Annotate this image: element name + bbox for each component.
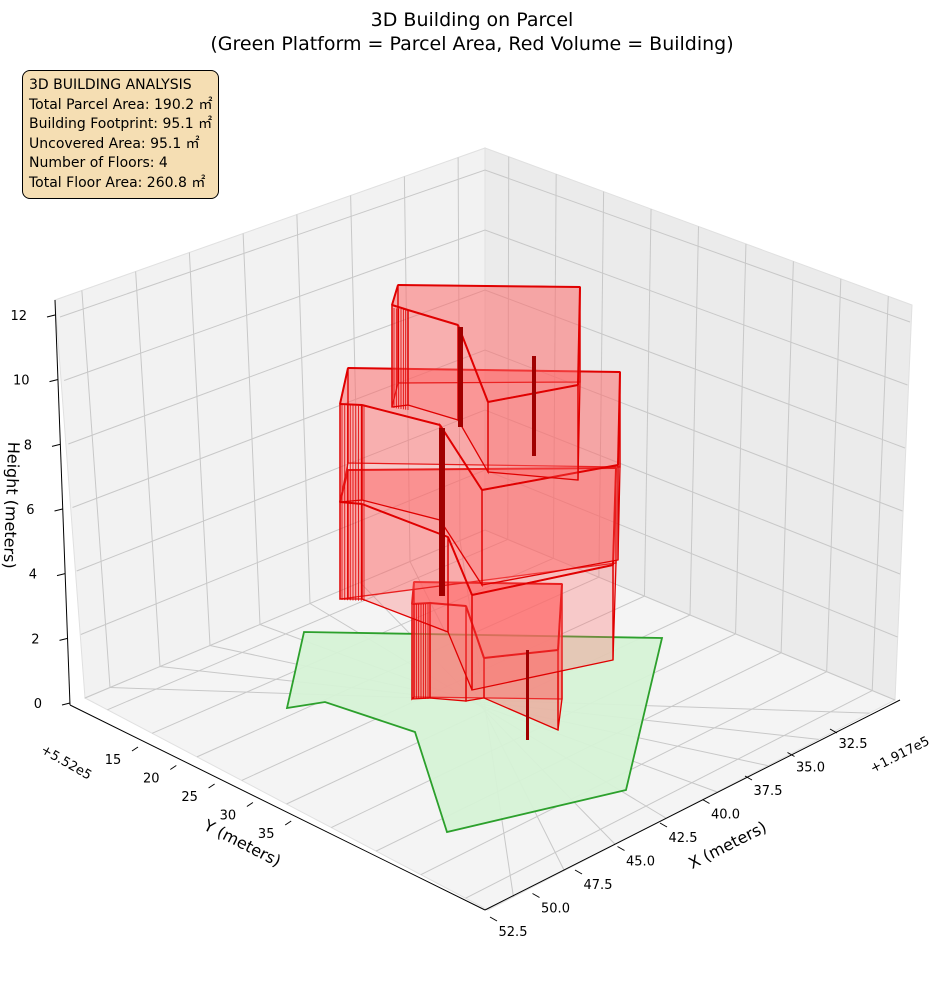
x-axis-offset: +1.917e5 — [868, 734, 932, 777]
y-tick-label: 15 — [105, 753, 122, 768]
z-tick-label: 2 — [31, 632, 39, 647]
z-tick-label: 4 — [29, 568, 37, 583]
building-edge — [411, 602, 431, 605]
z-tick-label: 0 — [34, 697, 42, 712]
building-volume — [339, 284, 621, 740]
building-edge — [483, 649, 559, 659]
x-tick-label: 45.0 — [626, 855, 655, 870]
parcel-platform — [285, 631, 664, 834]
info-total-parcel-area: Total Parcel Area: 190.2 ㎡ — [29, 96, 213, 113]
building-edge — [471, 564, 614, 596]
y-tick-label: 20 — [143, 772, 160, 787]
chart-title-line2: (Green Platform = Parcel Area, Red Volum… — [210, 33, 733, 55]
info-heading: 3D BUILDING ANALYSIS — [29, 77, 192, 93]
building-edge — [361, 404, 441, 426]
analysis-info-box: 3D BUILDING ANALYSIS Total Parcel Area: … — [22, 70, 219, 199]
y-tick-label: 25 — [181, 790, 198, 805]
z-tick-label: 12 — [10, 309, 27, 324]
z-tick-label: 10 — [13, 374, 30, 389]
x-tick-label: 40.0 — [711, 808, 740, 823]
z-axis-label: Height (meters) — [0, 441, 23, 569]
x-tick-label: 32.5 — [839, 737, 868, 752]
building-column — [532, 356, 536, 456]
y-tick-label: 30 — [220, 809, 237, 824]
building-edge — [391, 284, 399, 306]
building-edge — [347, 467, 617, 471]
building-edge — [397, 284, 581, 288]
x-tick-label: 47.5 — [584, 878, 613, 893]
x-tick-label: 37.5 — [754, 784, 783, 799]
axes-lines — [54, 299, 901, 911]
z-tick-label: 6 — [26, 503, 34, 518]
info-number-of-floors: Number of Floors: 4 — [29, 155, 168, 171]
building-edge — [413, 581, 563, 585]
building-edge — [439, 424, 483, 491]
building-edge — [361, 503, 449, 538]
building-column — [526, 650, 529, 740]
x-tick-label: 35.0 — [796, 761, 825, 776]
chart-title-line1: 3D Building on Parcel — [371, 9, 574, 31]
building-edge — [557, 583, 563, 651]
x-axis-label: X (meters) — [685, 817, 769, 873]
building-edge — [447, 536, 473, 596]
building-edge — [465, 605, 485, 659]
x-tick-label: 50.0 — [541, 902, 570, 917]
building-edge — [339, 403, 363, 406]
building-edge — [339, 367, 349, 405]
building-face — [407, 309, 459, 421]
building-edge — [347, 367, 621, 373]
x-tick-label: 42.5 — [669, 831, 698, 846]
building-column — [439, 428, 445, 596]
axis-ticks: 0 2 4 6 8 10 12 15 20 25 30 35 32.5 35.0 37.5 40.0 42.5 4… — [10, 309, 867, 940]
x-tick-label: 52.5 — [499, 925, 528, 940]
z-tick-label: 8 — [24, 438, 32, 453]
building-column — [458, 327, 463, 427]
y-axis-label: Y (meters) — [200, 815, 284, 870]
building-edge — [407, 309, 459, 326]
info-total-floor-area: Total Floor Area: 260.8 ㎡ — [29, 174, 206, 191]
y-axis-offset: +5.52e5 — [38, 742, 94, 783]
info-uncovered-area: Uncovered Area: 95.1 ㎡ — [29, 135, 200, 152]
info-building-footprint: Building Footprint: 95.1 ㎡ — [29, 116, 213, 132]
y-tick-label: 35 — [258, 827, 275, 842]
building-edge — [391, 304, 409, 311]
